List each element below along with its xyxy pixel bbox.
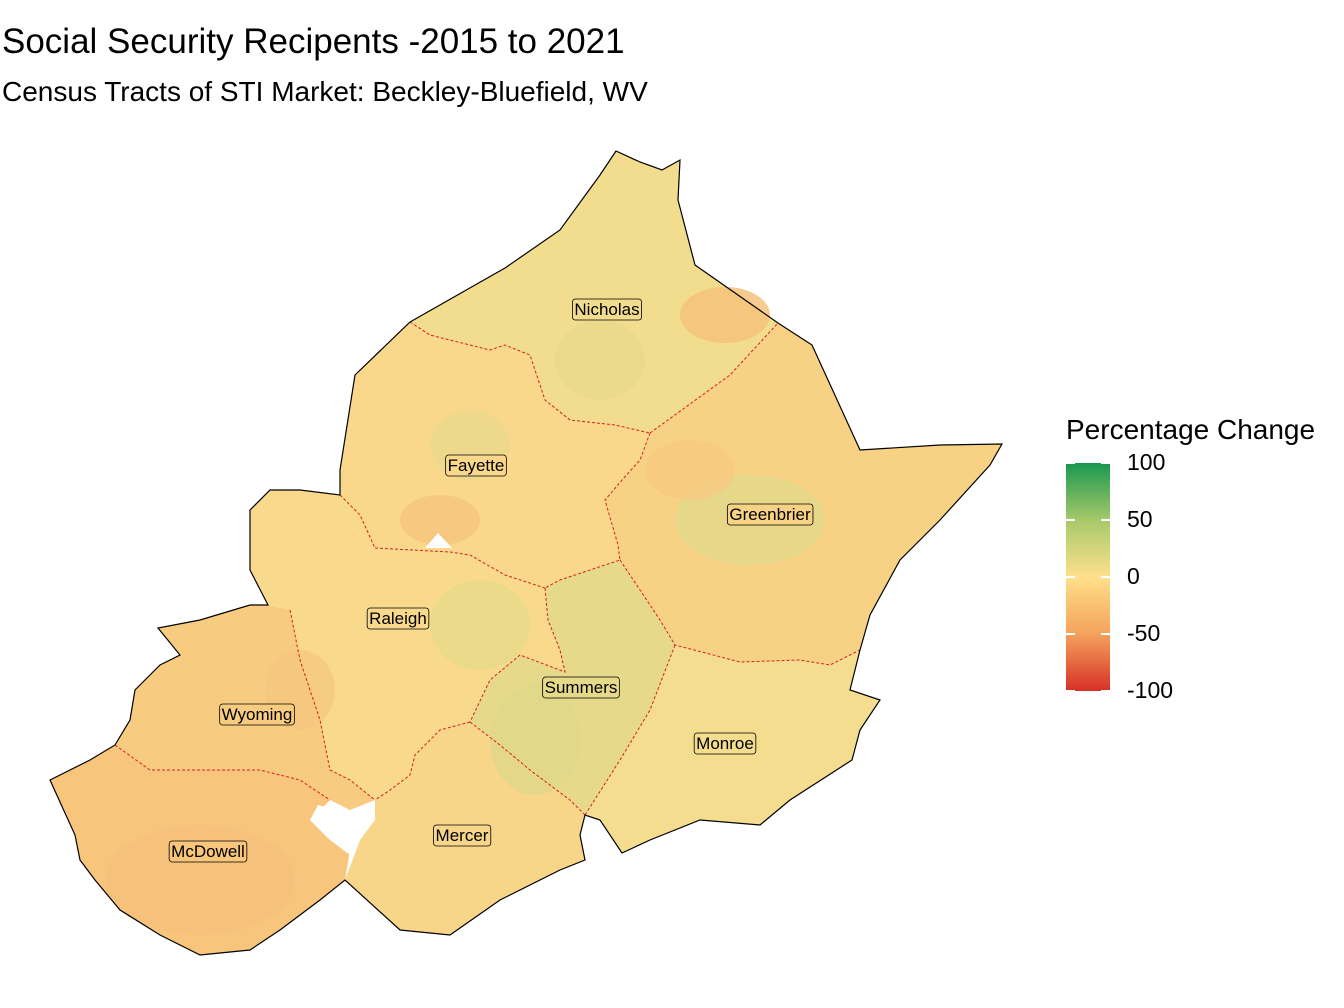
county-label-nicholas: Nicholas xyxy=(571,298,643,321)
legend-tick-mark xyxy=(1101,633,1110,635)
no-data-area xyxy=(425,533,452,548)
svg-text:Fayette: Fayette xyxy=(448,456,505,475)
svg-text:Nicholas: Nicholas xyxy=(574,300,639,319)
legend-tick-mark xyxy=(1066,576,1075,578)
market-outline xyxy=(49,150,1004,956)
legend-tick-mark xyxy=(1066,462,1075,464)
county-label-wyoming: Wyoming xyxy=(219,703,295,726)
county-labels: Nicholas Fayette Greenbrier Raleigh Summers M… xyxy=(168,298,814,863)
legend-tick-mark xyxy=(1101,576,1110,578)
map-title: Social Security Recipents -2015 to 2021 xyxy=(2,22,625,61)
county-label-raleigh: Raleigh xyxy=(366,607,430,630)
legend-tick-label: -50 xyxy=(1127,620,1161,646)
county-label-greenbrier: Greenbrier xyxy=(726,503,814,526)
legend-tick-label: -100 xyxy=(1127,677,1174,703)
legend-tick-mark xyxy=(1066,633,1075,635)
no-data-area xyxy=(310,805,360,855)
legend-tick-mark xyxy=(1101,690,1110,692)
legend-title: Percentage Change xyxy=(1066,414,1316,445)
legend-tick-mark xyxy=(1101,462,1110,464)
county-nicholas xyxy=(410,151,778,433)
legend-tick-label: 50 xyxy=(1127,506,1153,532)
svg-text:Raleigh: Raleigh xyxy=(369,609,427,628)
svg-text:Wyoming: Wyoming xyxy=(222,705,293,724)
map-subtitle: Census Tracts of STI Market: Beckley-Blu… xyxy=(2,76,648,107)
county-label-fayette: Fayette xyxy=(445,454,507,477)
county-label-monroe: Monroe xyxy=(693,732,757,755)
svg-text:McDowell: McDowell xyxy=(171,842,245,861)
svg-text:Monroe: Monroe xyxy=(696,734,754,753)
legend-tick-mark xyxy=(1101,519,1110,521)
svg-text:Mercer: Mercer xyxy=(436,826,489,845)
county-label-mcdowell: McDowell xyxy=(168,840,248,863)
legend-tick-label: 0 xyxy=(1127,563,1140,589)
svg-text:Summers: Summers xyxy=(545,678,618,697)
legend-tick-mark xyxy=(1066,690,1075,692)
legend-tick-mark xyxy=(1066,519,1075,521)
county-label-mercer: Mercer xyxy=(433,824,492,847)
county-label-summers: Summers xyxy=(542,676,620,699)
svg-text:Greenbrier: Greenbrier xyxy=(729,505,811,524)
county-boundaries xyxy=(114,321,861,816)
county-raleigh xyxy=(250,490,565,800)
legend-tick-label: 100 xyxy=(1127,449,1166,475)
